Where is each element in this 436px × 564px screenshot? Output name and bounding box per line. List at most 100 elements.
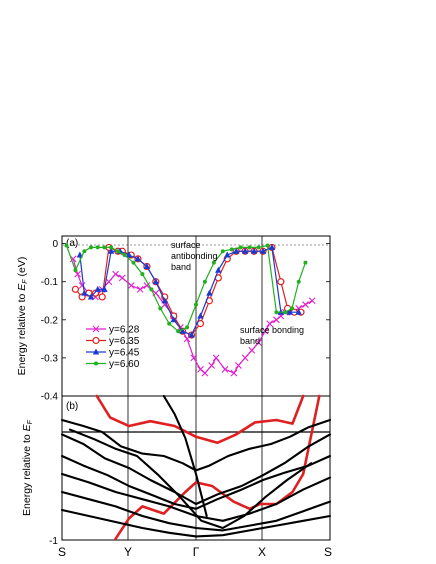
series-a-0-point-20-stroke-2 [208,362,216,369]
series-a-0-point-6 [105,278,113,286]
series-a-2-point-18 [224,251,231,258]
series-a-3-point-6 [109,245,114,250]
annotation-bonding-line-1: surface bonding [240,325,304,335]
band-b-1 [114,394,321,541]
series-a-0-point-6-stroke-2 [105,278,113,286]
series-a-3-point-12 [158,306,163,311]
y-tick-label-a-4: -0.4 [41,392,59,403]
panel-b-ylabel-symbol: E [21,423,33,431]
series-a-0-point-11 [143,282,151,289]
series-a-0-point-21-stroke-2 [212,354,220,362]
legend-item-2: y=6.45 [86,348,140,359]
series-a-0-point-19 [201,369,209,377]
series-a-0-point-35 [302,301,309,308]
legend: y=6.28y=6.35y=6.45y=6.60 [86,325,140,370]
series-a-1-point-0 [71,285,80,293]
series-a-1-point-4 [98,293,106,301]
series-a-0-point-36-stroke-2 [308,297,316,305]
series-a-0-point-10-stroke-2 [136,285,144,293]
series-a-3-point-4 [95,245,100,250]
series-a-2-point-7 [125,251,133,258]
band-b-0 [95,394,305,445]
panel-a-label: (a) [66,238,78,249]
series-a-3-point-16 [194,302,198,307]
series-a-0-point-28 [261,327,269,335]
series-a-0-point-29-stroke-2 [266,320,274,328]
annotation-antibonding-line-1: surface [171,240,201,250]
series-a-0-point-20 [208,362,216,369]
series-a-2-point-17 [215,266,222,273]
series-a-3-point-11 [149,287,154,292]
series-a-0-point-9 [127,282,135,289]
series-a-0-point-8 [118,274,126,282]
annotation-bonding: surface bonding band [240,325,307,346]
band-b-6 [60,490,332,532]
series-a-0-point-28-stroke-2 [261,327,269,335]
y-tick-label-a-1: -0.1 [41,277,59,288]
series-a-0-point-24 [235,362,242,369]
series-a-3-point-9 [131,260,136,265]
series-a-2-point-22 [259,247,267,254]
legend-item-3-label: y=6.60 [109,359,140,370]
series-a-2-point-20 [241,247,249,254]
series-a-3-point-10 [140,272,145,277]
series-a-2-point-26 [295,308,302,315]
band-b-7 [60,508,332,538]
series-a-0-point-24-stroke-2 [235,362,242,369]
series-a-2-point-9 [143,262,151,269]
legend-item-1-marker [92,336,100,345]
series-a-0-point-23-stroke-2 [230,369,238,377]
series-a-0-point-25 [241,354,249,362]
series-a-2-point-5 [107,247,115,254]
legend-item-0-label: y=6.28 [109,325,140,336]
annotation-antibonding-line-2: antibonding [171,251,218,261]
series-a-2-point-25 [286,308,293,315]
series-a-2-point-12 [170,316,177,323]
series-a-0-point-1-stroke-2 [74,270,82,278]
panel-b-ylabel-prefix: Energy relative to [21,431,33,516]
series-a-2-point-3 [94,285,101,292]
legend-item-2-label: y=6.45 [109,348,140,359]
legend-item-3-marker [94,361,98,366]
y-tick-label-a-0: 0 [52,239,58,250]
series-a-0-point-17 [190,354,198,362]
series-a-3-point-15 [185,325,190,330]
series-a-0-point-22 [221,365,229,373]
panel-b-ylabel: Energy relative to EF [21,419,34,516]
legend-item-1: y=6.35 [86,336,140,347]
annotation-antibonding-line-3: band [171,262,191,272]
legend-item-0: y=6.28 [86,325,140,336]
kpoint-label-X: X [258,545,266,559]
series-a-3-point-0 [64,243,69,248]
series-a-3-point-13 [167,321,172,326]
series-a-0-point-22-stroke-2 [221,365,229,373]
panel-a: (a) 0 -0.1 -0.2 -0.3 -0.4 Energy relative to… [16,235,331,403]
kpoint-label-S-left: S [58,545,66,559]
series-a-0-point-7 [112,270,119,278]
series-a-0-point-21 [212,354,220,362]
series-a-0-point-18-stroke-2 [197,365,204,373]
kpoint-label-Y: Y [124,545,132,559]
y-tick-label-a-3: -0.3 [41,353,59,364]
series-a-0-point-27 [255,339,262,347]
series-a-0-point-2-stroke-2 [78,282,86,289]
series-a-3-point-27 [290,306,295,311]
series-a-2-point-10 [152,278,159,285]
panel-b-ylabel-sub: F [27,419,34,424]
series-a-0-point-26 [248,346,256,354]
series-a-2-point-23 [268,243,276,250]
panel-a-ylabel-symbol: E [16,283,28,291]
legend-item-0-marker [92,325,100,333]
series-a-0-point-29 [266,320,274,328]
series-a-0-point-35-stroke-2 [302,301,309,308]
series-a-3 [64,243,308,334]
series-a-3-point-28 [296,279,301,284]
series-a-0-point-17-stroke-2 [190,354,198,362]
series-a-3-point-7 [115,249,120,254]
panel-a-y-ticks: 0 -0.1 -0.2 -0.3 -0.4 [41,239,330,403]
panel-b: (b) -1 Energy relative to EF S Y Γ X S [21,394,332,559]
series-a-0-point-25-stroke-2 [241,354,249,362]
y-tick-label-a-2: -0.2 [41,315,59,326]
panel-b-ytick-label: -1 [49,536,58,547]
